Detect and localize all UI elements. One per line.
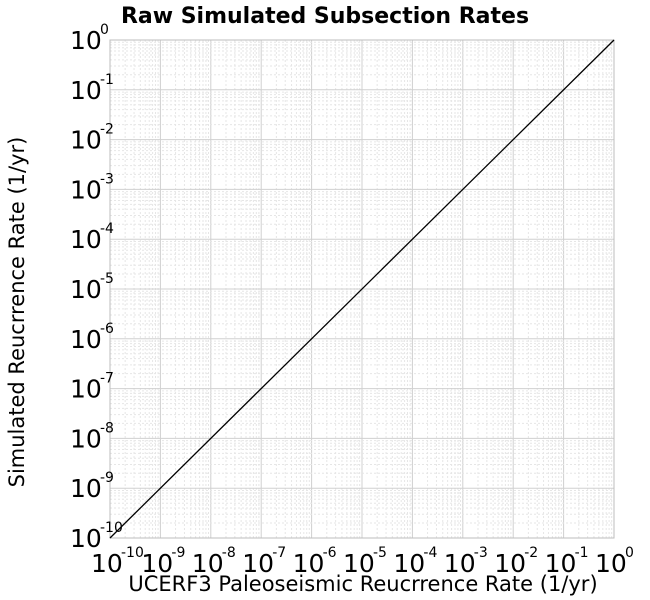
tick-exponent: -3 <box>100 171 114 187</box>
tick-base: 10 <box>494 549 526 578</box>
y-tick-label: 10-7 <box>70 371 114 404</box>
x-axis-label: UCERF3 Paleoseismic Reucrrence Rate (1/y… <box>128 572 597 596</box>
tick-exponent: 0 <box>100 22 109 38</box>
tick-base: 10 <box>393 549 425 578</box>
tick-exponent: -7 <box>100 371 114 387</box>
x-tick-label: 10-6 <box>293 545 337 578</box>
tick-base: 10 <box>192 549 224 578</box>
y-tick-label: 10-5 <box>70 271 114 304</box>
tick-exponent: -6 <box>323 545 337 561</box>
y-tick-label: 10-6 <box>70 321 114 354</box>
series-layer <box>109 39 615 539</box>
x-tick-label: 10-9 <box>141 545 185 578</box>
tick-exponent: -4 <box>100 221 114 237</box>
tick-base: 10 <box>70 474 102 503</box>
tick-exponent: -9 <box>171 545 185 561</box>
tick-base: 10 <box>70 325 102 354</box>
tick-base: 10 <box>70 126 102 155</box>
tick-base: 10 <box>70 524 102 553</box>
y-tick-label: 10-1 <box>70 72 114 105</box>
tick-exponent: -10 <box>121 545 144 561</box>
x-tick-label: 10-2 <box>494 545 538 578</box>
tick-exponent: -2 <box>524 545 538 561</box>
x-tick-label: 10-4 <box>393 545 437 578</box>
grid <box>109 40 614 539</box>
tick-base: 10 <box>70 424 102 453</box>
tick-exponent: -5 <box>373 545 387 561</box>
tick-exponent: 0 <box>625 545 634 561</box>
tick-base: 10 <box>70 225 102 254</box>
x-tick-label: 10-10 <box>91 545 144 578</box>
tick-base: 10 <box>70 175 102 204</box>
y-axis-label: Simulated Reucrrence Rate (1/yr) <box>5 137 29 488</box>
plot-area-border <box>109 39 615 539</box>
tick-base: 10 <box>595 549 627 578</box>
tick-base: 10 <box>444 549 476 578</box>
x-tick-label: 10-1 <box>545 545 589 578</box>
tick-base: 10 <box>70 375 102 404</box>
tick-base: 10 <box>293 549 325 578</box>
x-tick-label: 10-3 <box>444 545 488 578</box>
tick-exponent: -1 <box>575 545 589 561</box>
tick-base: 10 <box>70 275 102 304</box>
tick-base: 10 <box>70 76 102 105</box>
tick-base: 10 <box>545 549 577 578</box>
tick-base: 10 <box>91 549 123 578</box>
y-tick-label: 10-9 <box>70 470 114 503</box>
x-tick-label: 10-7 <box>242 545 286 578</box>
x-tick-label: 100 <box>595 545 634 578</box>
tick-exponent: -5 <box>100 271 114 287</box>
y-tick-label: 10-4 <box>70 221 114 254</box>
x-tick-label: 10-8 <box>192 545 236 578</box>
y-tick-label: 10-3 <box>70 171 114 204</box>
y-tick-label: 10-2 <box>70 122 114 155</box>
tick-exponent: -8 <box>100 420 114 436</box>
series-line <box>109 39 615 539</box>
chart-title: Raw Simulated Subsection Rates <box>121 4 529 29</box>
y-tick-label: 10-10 <box>70 520 123 553</box>
tick-base: 10 <box>343 549 375 578</box>
tick-exponent: -3 <box>474 545 488 561</box>
tick-exponent: -4 <box>423 545 437 561</box>
tick-base: 10 <box>70 26 102 55</box>
tick-exponent: -7 <box>272 545 286 561</box>
tick-exponent: -1 <box>100 72 114 88</box>
y-tick-labels: 10-1010-910-810-710-610-510-410-310-210-… <box>70 22 123 553</box>
tick-exponent: -8 <box>222 545 236 561</box>
y-tick-label: 100 <box>70 22 109 55</box>
x-tick-label: 10-5 <box>343 545 387 578</box>
y-tick-label: 10-8 <box>70 420 114 453</box>
tick-exponent: -9 <box>100 470 114 486</box>
tick-exponent: -10 <box>100 520 123 536</box>
tick-exponent: -6 <box>100 321 114 337</box>
tick-exponent: -2 <box>100 122 114 138</box>
tick-base: 10 <box>242 549 274 578</box>
tick-base: 10 <box>141 549 173 578</box>
